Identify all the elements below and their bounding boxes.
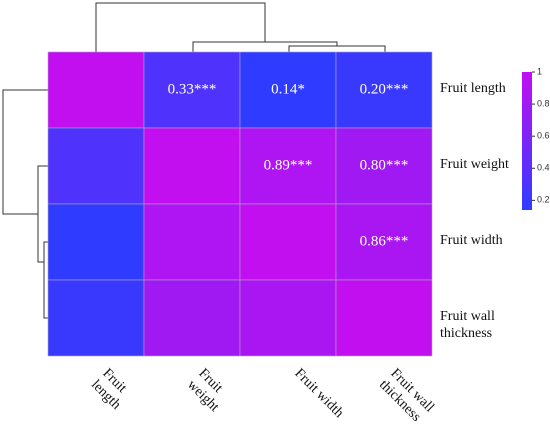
colorbar-tick-label: 0.4 <box>537 163 550 173</box>
heatmap-cell <box>239 127 337 205</box>
cell-label: 0.86*** <box>360 233 409 249</box>
row-label: Fruit width <box>440 233 503 248</box>
column-dendrogram <box>95 2 386 52</box>
cell-label: 0.89*** <box>264 157 313 173</box>
colorbar-tick-label: 0.6 <box>537 131 550 141</box>
row-dendrogram <box>2 89 48 319</box>
heatmap-cell <box>239 51 337 129</box>
row-label: Fruit weight <box>440 157 509 172</box>
cell-label: 0.80*** <box>360 157 409 173</box>
colorbar-tick-label: 1 <box>537 66 542 76</box>
page: {"chart_data": {"type": "heatmap", "rows… <box>2 2 550 425</box>
heatmap-cell <box>47 203 145 281</box>
heatmap-cell <box>335 127 433 205</box>
heatmap-cell <box>143 127 241 205</box>
colorbar <box>522 72 532 210</box>
chart: 0.33*** 0.14* 0.20*** 0.89*** 0.80*** 0.86***… <box>2 2 550 357</box>
heatmap-cell <box>335 203 433 281</box>
heatmap-cell <box>143 51 241 129</box>
heatmap-cell <box>143 279 241 357</box>
heatmap-cell <box>239 203 337 281</box>
row-label: Fruit length <box>440 81 506 96</box>
heatmap-cell <box>47 51 145 129</box>
heatmap-cell <box>335 279 433 357</box>
cell-label: 0.33*** <box>168 81 217 97</box>
colorbar-tick-label: 0.2 <box>537 195 550 205</box>
cell-label: 0.20*** <box>360 81 409 97</box>
colorbar-tick-label: 0.8 <box>537 98 550 108</box>
row-label: Fruit wall thickness <box>440 309 495 341</box>
heatmap-cell <box>47 127 145 205</box>
heatmap-cell <box>335 51 433 129</box>
heatmap-cell <box>143 203 241 281</box>
cell-label: 0.14* <box>271 81 305 97</box>
heatmap-cell <box>47 279 145 357</box>
heatmap-cell <box>239 279 337 357</box>
